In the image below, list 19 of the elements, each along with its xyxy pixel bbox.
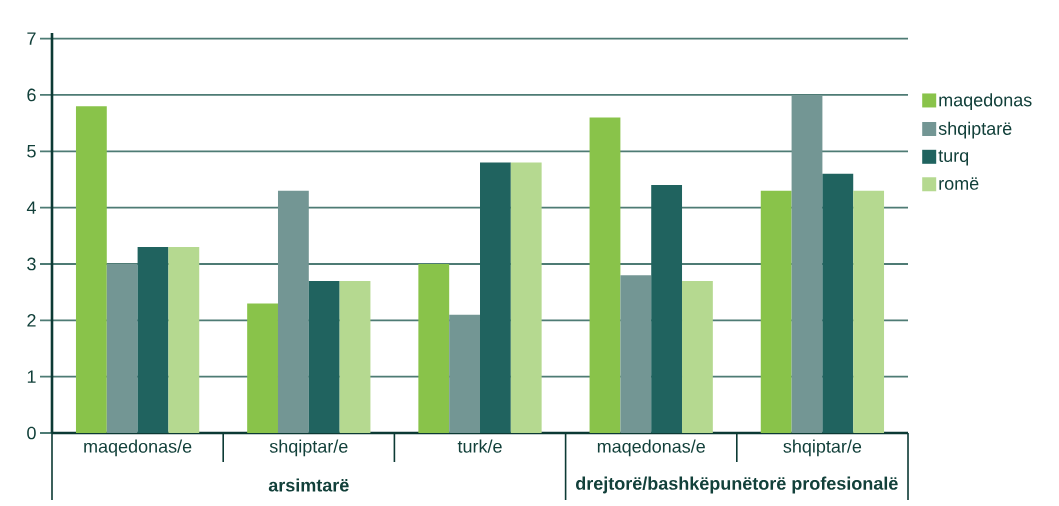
text: arsimtarë: [268, 478, 349, 492]
legend-label: romë: [939, 177, 979, 190]
y-tick-label: 3: [27, 257, 36, 271]
x-tick-label: shqiptar/e: [269, 439, 348, 457]
y-tick-label: 5: [27, 145, 36, 158]
y-tick-label: 0: [27, 426, 36, 440]
legend-label: turq: [938, 150, 969, 166]
x-tick-label: maqedonas/e: [84, 439, 192, 457]
text: drejtorë/bashkëpunëtorë profesionalë: [576, 476, 898, 494]
y-tick-label: 1: [27, 370, 36, 383]
x-tick-label: turk/e: [457, 439, 502, 453]
y-tick-label: 4: [26, 201, 36, 214]
legend-label: maqedonas: [939, 93, 1032, 110]
y-tick-label: 6: [27, 88, 36, 102]
legend-label: shqiptarë: [938, 121, 1012, 139]
x-tick-label: maqedonas/e: [597, 439, 705, 457]
y-tick-label: 7: [27, 32, 36, 45]
x-tick-label: shqiptar/e: [783, 439, 862, 457]
y-tick-label: 2: [27, 314, 36, 327]
